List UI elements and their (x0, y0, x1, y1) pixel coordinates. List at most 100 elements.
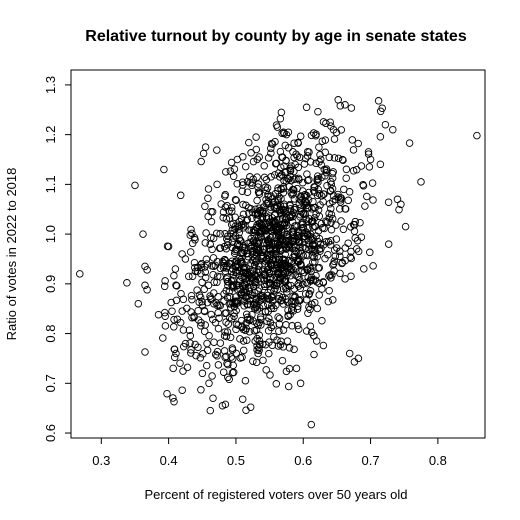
data-point (188, 272, 197, 280)
data-point (342, 174, 350, 182)
x-axis-label: Percent of registered voters over 50 yea… (144, 487, 407, 502)
data-point (310, 183, 318, 191)
data-point (296, 261, 305, 269)
data-point (239, 200, 247, 209)
data-point (301, 193, 309, 201)
data-point (259, 356, 267, 365)
data-point (267, 323, 275, 332)
data-point (284, 298, 292, 306)
data-point (235, 222, 243, 231)
data-point (229, 281, 237, 289)
data-point (233, 285, 242, 294)
data-point (282, 218, 290, 226)
data-point (312, 271, 320, 280)
data-point (336, 102, 345, 110)
data-point (207, 207, 215, 216)
x-tick-label: 0.5 (227, 453, 245, 468)
data-point (278, 153, 286, 162)
data-point (264, 154, 273, 162)
data-point (250, 326, 259, 335)
data-point (271, 137, 279, 146)
data-point (224, 281, 232, 290)
x-tick-label: 0.7 (362, 453, 380, 468)
x-tick-label: 0.6 (294, 453, 312, 468)
data-point (356, 218, 364, 227)
data-point (292, 150, 300, 158)
data-point (186, 332, 195, 340)
data-point (341, 205, 350, 213)
data-point (313, 172, 322, 180)
data-point (216, 339, 225, 347)
data-point (305, 289, 314, 298)
data-point (347, 254, 356, 263)
data-point (222, 215, 231, 223)
data-point (251, 299, 259, 307)
data-point (294, 302, 302, 311)
data-point (308, 300, 316, 309)
data-point (230, 165, 239, 173)
chart-title: Relative turnout by county by age in sen… (85, 28, 467, 45)
data-point (296, 296, 305, 304)
data-point (172, 296, 181, 305)
data-point (232, 325, 240, 334)
y-tick-label: 0.9 (43, 275, 58, 293)
data-point (293, 321, 302, 330)
data-point (287, 257, 296, 266)
data-point (312, 130, 320, 138)
data-point (201, 202, 209, 211)
data-point (255, 344, 263, 352)
data-point (187, 291, 196, 300)
data-point (405, 139, 414, 147)
data-point (301, 154, 310, 163)
data-point (255, 153, 263, 161)
data-point (186, 231, 194, 239)
data-point (364, 148, 373, 156)
data-point (290, 285, 299, 293)
data-point (292, 364, 301, 373)
data-point (251, 205, 260, 214)
data-point (298, 228, 306, 237)
data-point (342, 165, 351, 174)
data-point (307, 131, 316, 140)
data-point (366, 155, 375, 164)
data-point (134, 299, 143, 308)
data-point (173, 315, 182, 324)
data-point (325, 286, 333, 295)
data-point (239, 153, 247, 161)
data-point (341, 101, 349, 109)
data-point (336, 198, 345, 206)
data-point (363, 192, 371, 201)
data-point (328, 184, 337, 193)
data-point (336, 252, 344, 261)
data-point (176, 191, 185, 200)
data-point (207, 310, 215, 319)
data-point (264, 265, 272, 274)
data-point (316, 151, 324, 159)
data-point (327, 274, 335, 282)
data-point (272, 233, 280, 242)
data-point (221, 400, 230, 409)
data-point (203, 339, 211, 348)
data-point (239, 346, 248, 355)
data-point (306, 230, 315, 238)
data-point (348, 136, 357, 144)
data-point (231, 247, 239, 256)
data-point (218, 257, 227, 266)
data-point (253, 346, 261, 354)
data-point (273, 123, 282, 131)
data-point (280, 228, 289, 236)
data-point (223, 201, 231, 210)
data-point (276, 262, 284, 270)
data-point (163, 389, 171, 398)
data-point (220, 242, 229, 251)
data-point (227, 203, 236, 212)
data-point (123, 279, 131, 287)
data-point (214, 361, 223, 369)
data-point (314, 206, 323, 214)
data-point (198, 297, 206, 306)
data-point (354, 354, 363, 363)
data-point (247, 149, 255, 157)
data-point (186, 248, 195, 256)
data-point (275, 237, 284, 246)
data-point (316, 155, 325, 164)
